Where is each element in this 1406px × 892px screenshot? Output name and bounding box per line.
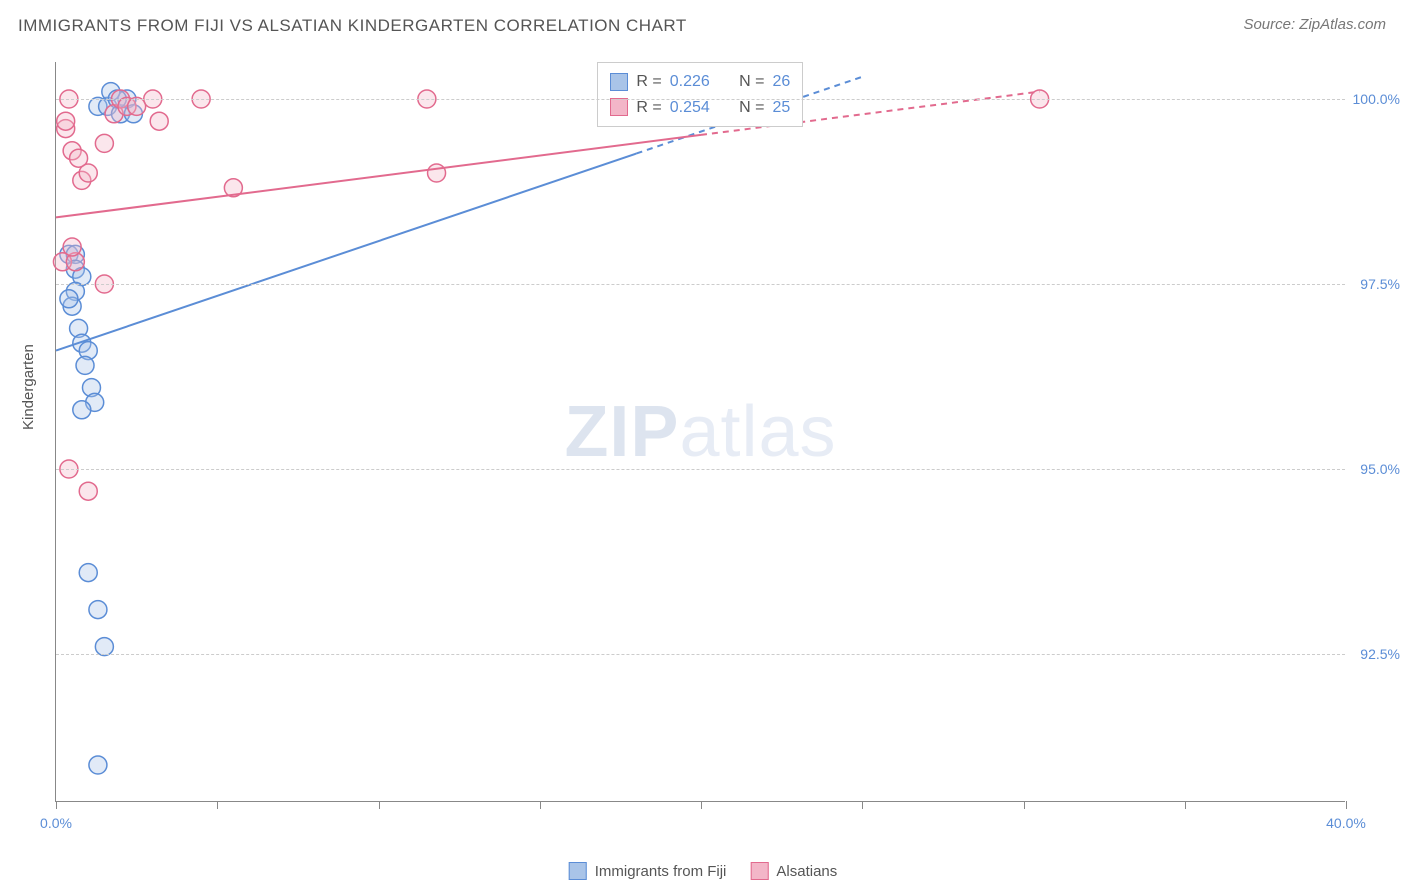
legend-stats-box: R = 0.226 N = 26R = 0.254 N = 25: [597, 62, 803, 127]
legend-swatch: [569, 862, 587, 880]
x-tick: [1024, 801, 1025, 809]
bottom-legend-item: Alsatians: [750, 862, 837, 880]
scatter-point: [60, 290, 78, 308]
source-label: Source: ZipAtlas.com: [1243, 16, 1386, 33]
y-tick-label: 92.5%: [1350, 646, 1400, 662]
r-value: 0.226: [670, 69, 710, 95]
scatter-point: [95, 638, 113, 656]
plot-area: ZIPatlas R = 0.226 N = 26R = 0.254 N = 2…: [55, 62, 1345, 802]
legend-swatch: [610, 73, 628, 91]
scatter-point: [89, 756, 107, 774]
chart-svg: [56, 62, 1345, 801]
legend-series-name: Immigrants from Fiji: [595, 863, 727, 880]
trend-line: [56, 153, 637, 350]
bottom-legend: Immigrants from Fiji Alsatians: [569, 862, 838, 880]
x-tick: [701, 801, 702, 809]
trend-line: [56, 135, 701, 217]
legend-series-name: Alsatians: [776, 863, 837, 880]
y-tick-label: 100.0%: [1350, 91, 1400, 107]
x-tick: [217, 801, 218, 809]
scatter-point: [150, 112, 168, 130]
gridline-h: [56, 654, 1345, 655]
y-axis-title: Kindergarten: [20, 344, 37, 430]
scatter-point: [428, 164, 446, 182]
y-tick-label: 97.5%: [1350, 276, 1400, 292]
scatter-point: [95, 134, 113, 152]
scatter-point: [57, 112, 75, 130]
x-tick-label: 40.0%: [1326, 815, 1366, 831]
scatter-point: [79, 482, 97, 500]
x-tick-label: 0.0%: [40, 815, 72, 831]
x-tick: [379, 801, 380, 809]
r-label: R =: [636, 69, 661, 95]
scatter-point: [79, 164, 97, 182]
scatter-point: [76, 356, 94, 374]
n-label: N =: [739, 69, 764, 95]
x-tick: [540, 801, 541, 809]
scatter-point: [73, 401, 91, 419]
x-tick: [56, 801, 57, 809]
chart-title: IMMIGRANTS FROM FIJI VS ALSATIAN KINDERG…: [18, 16, 687, 36]
x-tick: [1185, 801, 1186, 809]
scatter-point: [63, 238, 81, 256]
gridline-h: [56, 469, 1345, 470]
legend-swatch: [610, 98, 628, 116]
x-tick: [862, 801, 863, 809]
x-tick: [1346, 801, 1347, 809]
scatter-point: [79, 564, 97, 582]
legend-swatch: [750, 862, 768, 880]
y-tick-label: 95.0%: [1350, 461, 1400, 477]
scatter-point: [89, 601, 107, 619]
n-value: 26: [772, 69, 790, 95]
bottom-legend-item: Immigrants from Fiji: [569, 862, 727, 880]
scatter-point: [128, 97, 146, 115]
legend-stats-row: R = 0.226 N = 26: [610, 69, 790, 95]
gridline-h: [56, 284, 1345, 285]
gridline-h: [56, 99, 1345, 100]
